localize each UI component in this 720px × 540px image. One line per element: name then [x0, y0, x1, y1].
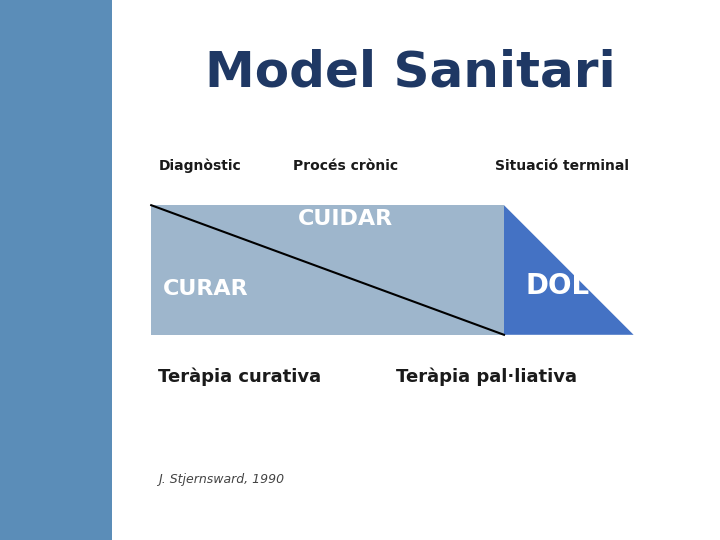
Text: Procés crònic: Procés crònic: [293, 159, 398, 173]
Text: Teràpia pal·liativa: Teràpia pal·liativa: [396, 367, 577, 386]
Text: CUIDAR: CUIDAR: [298, 208, 393, 229]
Text: Situació terminal: Situació terminal: [495, 159, 629, 173]
Text: Diagnòstic: Diagnòstic: [158, 158, 241, 173]
Polygon shape: [151, 205, 504, 335]
Text: J. Stjernsward, 1990: J. Stjernsward, 1990: [158, 473, 284, 486]
Text: Model Sanitari: Model Sanitari: [205, 49, 616, 97]
Text: DOL: DOL: [526, 272, 590, 300]
Text: Teràpia curativa: Teràpia curativa: [158, 367, 322, 386]
FancyBboxPatch shape: [0, 0, 112, 540]
Polygon shape: [504, 205, 634, 335]
Text: CURAR: CURAR: [163, 279, 248, 299]
